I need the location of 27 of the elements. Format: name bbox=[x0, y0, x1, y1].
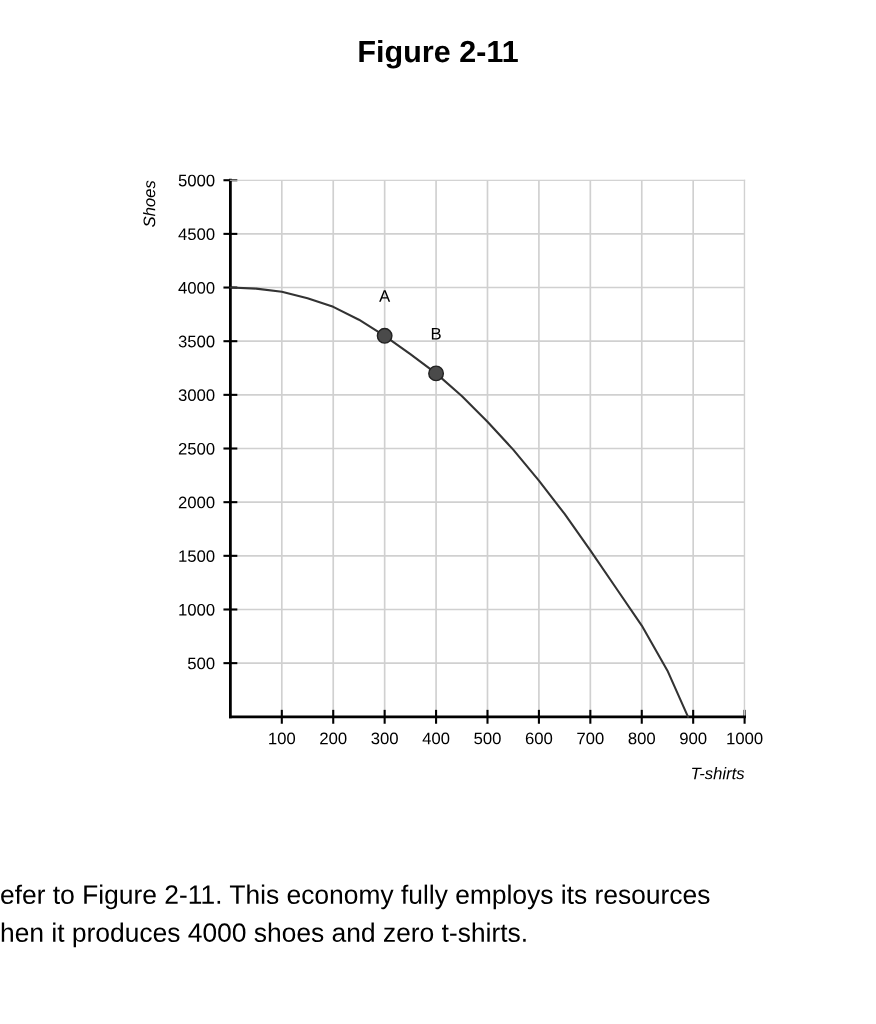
y-tick-label: 3000 bbox=[178, 389, 215, 402]
annotation: A bbox=[379, 290, 391, 302]
x-axis-title: T-shirts bbox=[692, 767, 745, 780]
x-tick-label: 400 bbox=[422, 732, 450, 745]
y-tick-label: 3500 bbox=[178, 335, 215, 348]
y-tick-label: 1000 bbox=[179, 603, 215, 616]
text: efer to Figure 2-11. This economy fully employs its resources hen it produces 4000 shoes and zero t-shirts. bbox=[1, 884, 710, 948]
x-tick-label: 200 bbox=[320, 732, 347, 745]
y-axis-title: Shoes bbox=[143, 180, 156, 228]
y-tick-label: 5000 bbox=[178, 174, 215, 187]
x-tick-label: 600 bbox=[525, 732, 553, 745]
annotation: B bbox=[431, 327, 441, 340]
x-tick-label: 100 bbox=[269, 732, 296, 745]
y-tick-label: 4000 bbox=[178, 281, 215, 294]
x-tick-label: 900 bbox=[680, 732, 707, 745]
x-tick-label: 300 bbox=[371, 732, 398, 745]
y-tick-label: 2500 bbox=[178, 442, 215, 455]
chart-title: Figure 2-11 bbox=[359, 39, 518, 69]
y-tick-label: 4500 bbox=[178, 228, 215, 241]
x-tick-label: 700 bbox=[577, 732, 604, 745]
x-tick-label: 500 bbox=[474, 732, 501, 745]
y-tick-label: 2000 bbox=[178, 496, 215, 509]
x-tick-label: 800 bbox=[628, 732, 656, 745]
y-tick-label: 1500 bbox=[179, 550, 215, 563]
line-series bbox=[229, 286, 690, 718]
y-tick-label: 500 bbox=[187, 657, 215, 670]
x-tick-label: 1000 bbox=[727, 732, 763, 745]
